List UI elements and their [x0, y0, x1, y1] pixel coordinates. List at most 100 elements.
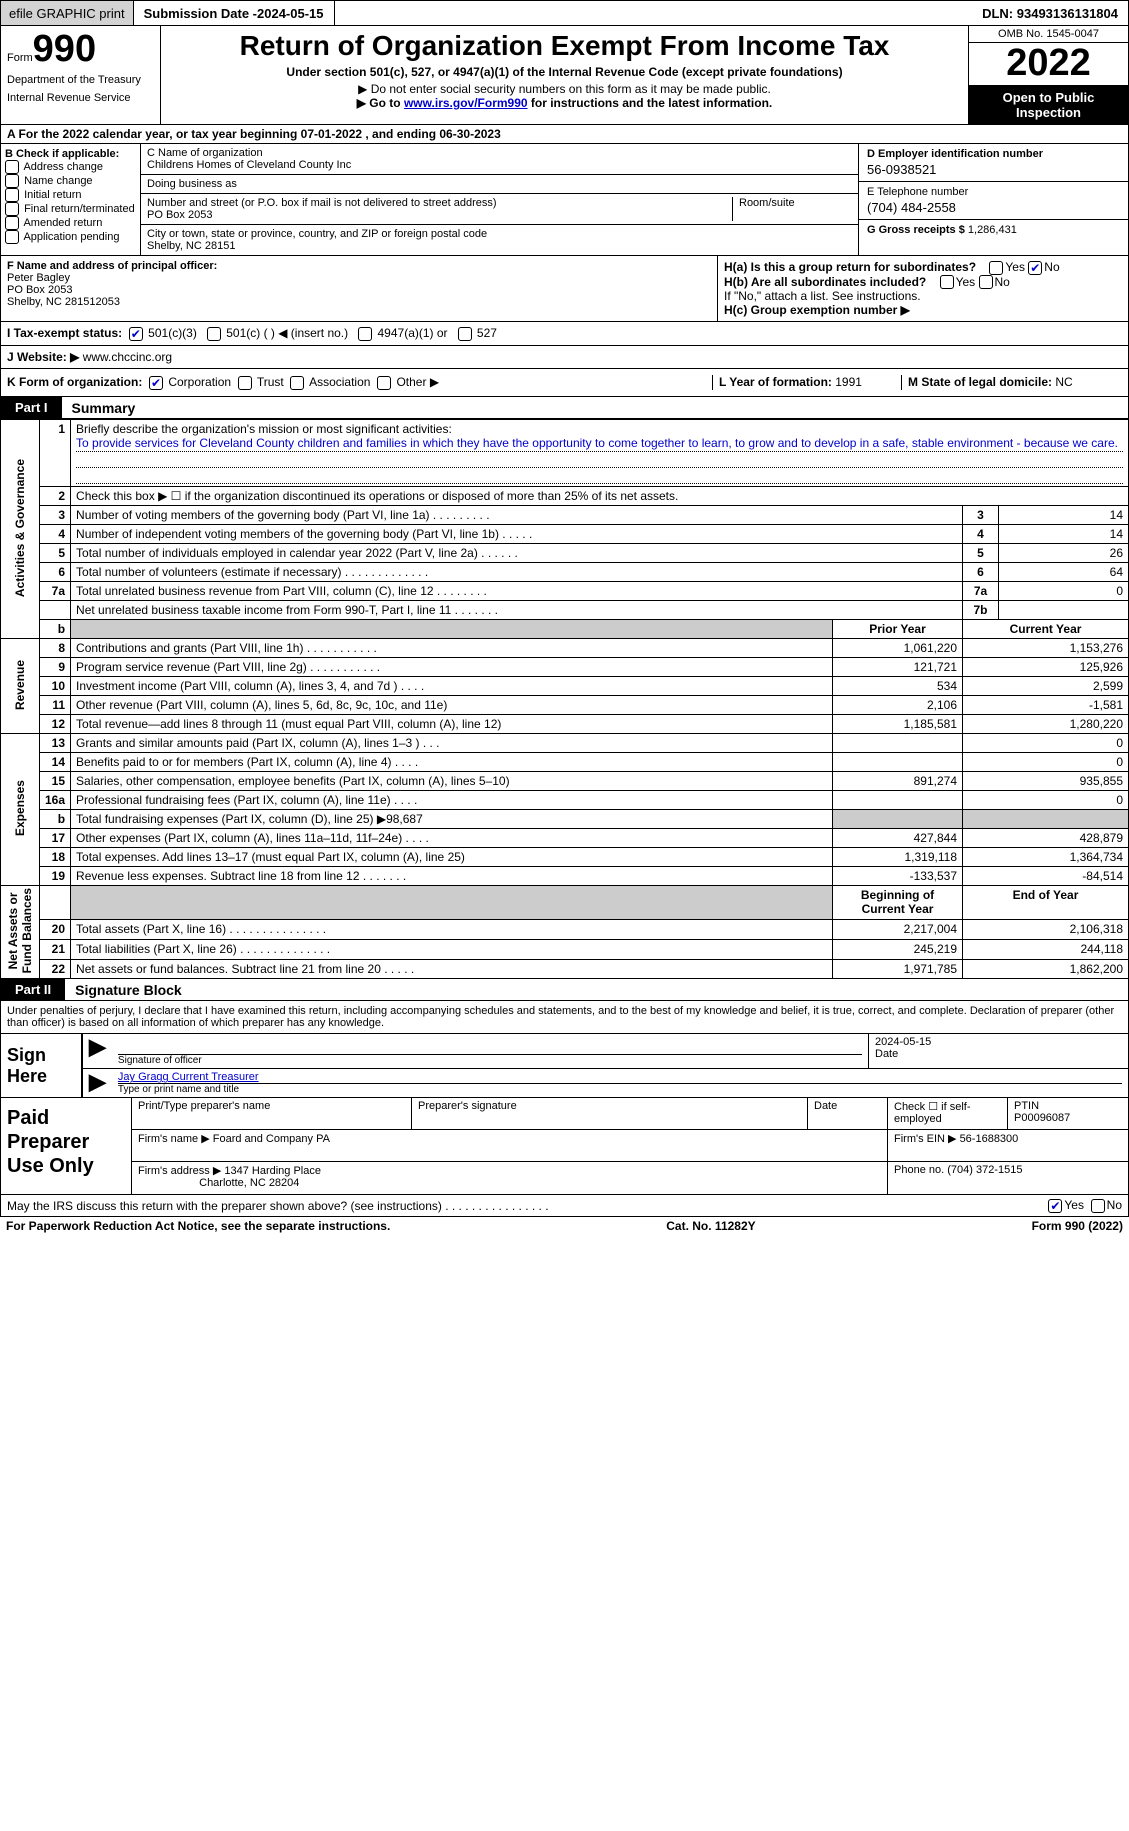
form-header: Form990 Department of the Treasury Inter…	[0, 26, 1129, 124]
val-4: 14	[999, 525, 1129, 544]
val-5: 26	[999, 544, 1129, 563]
paid-preparer-label: Paid Preparer Use Only	[1, 1098, 131, 1194]
sign-here-label: Sign Here	[1, 1034, 81, 1097]
sign-here-block: Sign Here ▶ Signature of officer 2024-05…	[0, 1034, 1129, 1098]
principal-officer: F Name and address of principal officer:…	[1, 256, 718, 322]
website-value: www.chccinc.org	[83, 350, 172, 364]
checkbox-icon[interactable]	[358, 327, 372, 341]
checkbox-checked-icon[interactable]	[149, 376, 163, 390]
penalty-statement: Under penalties of perjury, I declare th…	[0, 1001, 1129, 1034]
arrow-icon: ▶	[83, 1069, 112, 1097]
form-title: Return of Organization Exempt From Incom…	[169, 30, 960, 62]
gross-label: G Gross receipts $	[867, 224, 968, 236]
gross-value: 1,286,431	[968, 224, 1017, 236]
group-return: H(a) Is this a group return for subordin…	[718, 256, 1128, 322]
checkbox-icon[interactable]	[979, 275, 993, 289]
paid-preparer-block: Paid Preparer Use Only Print/Type prepar…	[0, 1098, 1129, 1195]
footer: For Paperwork Reduction Act Notice, see …	[0, 1217, 1129, 1235]
year-box: OMB No. 1545-0047 2022 Open to Public In…	[968, 26, 1128, 124]
val-7b	[999, 601, 1129, 620]
section-fh: F Name and address of principal officer:…	[0, 256, 1129, 323]
year-formation: L Year of formation: 1991	[712, 375, 902, 390]
checkbox-icon[interactable]	[989, 261, 1003, 275]
firm-addr2: Charlotte, NC 28204	[199, 1177, 299, 1189]
row-a-tax-year: A For the 2022 calendar year, or tax yea…	[0, 124, 1129, 143]
city-value: Shelby, NC 28151	[147, 240, 235, 252]
omb-number: OMB No. 1545-0047	[969, 26, 1128, 43]
prior-year-header: Prior Year	[869, 622, 925, 636]
ein-value: 56-0938521	[867, 162, 1120, 177]
row-j-website: J Website: ▶ www.chccinc.org	[0, 346, 1129, 369]
line2-text: Check this box ▶ ☐ if the organization d…	[71, 487, 1129, 506]
checkbox-icon[interactable]	[290, 376, 304, 390]
checkbox-icon[interactable]	[458, 327, 472, 341]
checkbox-icon[interactable]	[5, 188, 19, 202]
row-k-form-org: K Form of organization: Corporation Trus…	[0, 369, 1129, 397]
addr-label: Number and street (or P.O. box if mail i…	[147, 197, 497, 209]
sig-date: 2024-05-15	[875, 1036, 931, 1048]
cat-no: Cat. No. 11282Y	[666, 1219, 755, 1233]
efile-print-button[interactable]: efile GRAPHIC print	[1, 1, 134, 25]
checkbox-icon[interactable]	[5, 160, 19, 174]
checkbox-checked-icon[interactable]	[129, 327, 143, 341]
val-7a: 0	[999, 582, 1129, 601]
sidelabel-ag: Activities & Governance	[13, 459, 27, 597]
col-b-head: B Check if applicable:	[5, 148, 119, 160]
sidelabel-exp: Expenses	[13, 780, 27, 836]
firm-addr1: 1347 Harding Place	[224, 1165, 321, 1177]
tax-year: 2022	[969, 43, 1128, 86]
checkbox-icon[interactable]	[940, 275, 954, 289]
part2-tag: Part II	[1, 979, 65, 1000]
org-name-label: C Name of organization	[147, 147, 263, 159]
section-bcd: B Check if applicable: Address change Na…	[0, 143, 1129, 256]
part2-header: Part II Signature Block	[0, 979, 1129, 1001]
dln: DLN: 93493136131804	[972, 4, 1128, 23]
firm-ein: 56-1688300	[960, 1133, 1019, 1145]
irs-label: Internal Revenue Service	[7, 92, 154, 104]
mission-label: Briefly describe the organization's miss…	[76, 422, 452, 436]
checkbox-checked-icon[interactable]	[1048, 1199, 1062, 1213]
row-i-tax-status: I Tax-exempt status: 501(c)(3) 501(c) ( …	[0, 322, 1129, 346]
sidelabel-rev: Revenue	[13, 660, 27, 710]
firm-name: Foard and Company PA	[213, 1133, 330, 1145]
sig-officer-label: Signature of officer	[118, 1054, 862, 1066]
ptin: P00096087	[1014, 1112, 1070, 1124]
open-to-public: Open to Public Inspection	[969, 86, 1128, 124]
col-b-checkboxes: B Check if applicable: Address change Na…	[1, 144, 141, 255]
checkbox-icon[interactable]	[5, 202, 19, 216]
pra-notice: For Paperwork Reduction Act Notice, see …	[6, 1219, 390, 1233]
submission-date: Submission Date - 2024-05-15	[134, 1, 335, 25]
officer-name: Jay Gragg Current Treasurer	[118, 1071, 259, 1083]
val-6: 64	[999, 563, 1129, 582]
checkbox-icon[interactable]	[377, 376, 391, 390]
checkbox-icon[interactable]	[5, 230, 19, 244]
form-id-box: Form990 Department of the Treasury Inter…	[1, 26, 161, 124]
firm-phone: (704) 372-1515	[947, 1164, 1022, 1176]
arrow-icon: ▶	[83, 1034, 112, 1068]
form-word: Form	[7, 52, 33, 64]
checkbox-icon[interactable]	[238, 376, 252, 390]
ein-label: D Employer identification number	[867, 148, 1043, 160]
checkbox-icon[interactable]	[207, 327, 221, 341]
city-label: City or town, state or province, country…	[147, 228, 487, 240]
part1-header: Part I Summary	[0, 397, 1129, 419]
checkbox-icon[interactable]	[5, 216, 19, 230]
val-3: 14	[999, 506, 1129, 525]
part1-label: Summary	[62, 400, 136, 416]
checkbox-icon[interactable]	[1091, 1199, 1105, 1213]
checkbox-checked-icon[interactable]	[1028, 261, 1042, 275]
org-name: Childrens Homes of Cleveland County Inc	[147, 159, 351, 171]
irs-link[interactable]: www.irs.gov/Form990	[404, 96, 528, 110]
part1-tag: Part I	[1, 397, 62, 418]
tel-value: (704) 484-2558	[867, 200, 1120, 215]
checkbox-icon[interactable]	[5, 174, 19, 188]
sidelabel-net: Net Assets or Fund Balances	[6, 888, 34, 973]
dba-label: Doing business as	[147, 178, 237, 190]
form-subtitle: Under section 501(c), 527, or 4947(a)(1)…	[169, 65, 960, 79]
tel-label: E Telephone number	[867, 186, 968, 198]
current-year-header: Current Year	[1010, 622, 1082, 636]
note-ssn: ▶ Do not enter social security numbers o…	[169, 82, 960, 96]
form-number: 990	[33, 28, 96, 70]
note-goto: ▶ Go to www.irs.gov/Form990 for instruct…	[169, 96, 960, 110]
room-label: Room/suite	[739, 197, 795, 209]
